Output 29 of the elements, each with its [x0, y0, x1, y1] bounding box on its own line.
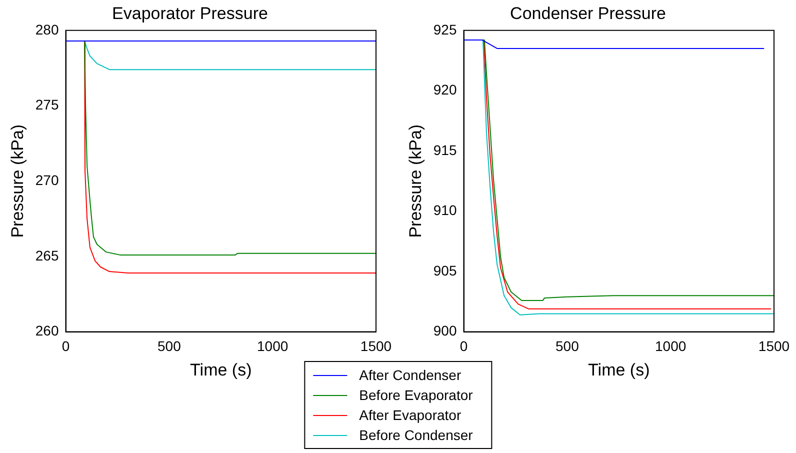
- y-tick-label: 925: [433, 21, 457, 38]
- legend-label: Before Condenser: [359, 426, 473, 445]
- y-tick-label: 260: [35, 322, 59, 339]
- y-tick-label: 270: [35, 172, 59, 188]
- x-tick-label: 1500: [360, 338, 392, 354]
- y-tick-label: 900: [433, 322, 457, 339]
- x-tick-label: 1000: [655, 338, 686, 354]
- x-axis-title: Time (s): [588, 360, 650, 380]
- legend-label: Before Evaporator: [359, 386, 473, 405]
- legend-label: After Condenser: [359, 366, 462, 385]
- x-tick-label: 0: [62, 338, 70, 354]
- y-tick-label: 265: [35, 247, 59, 264]
- y-axis-title: Pressure (kPa): [406, 124, 425, 238]
- x-tick-label: 500: [555, 338, 580, 354]
- legend-label: After Evaporator: [359, 406, 462, 425]
- x-tick-label: 0: [460, 338, 468, 354]
- y-axis-title: Pressure (kPa): [8, 124, 27, 238]
- chart-title: Condenser Pressure: [510, 4, 666, 23]
- y-tick-label: 275: [35, 96, 59, 113]
- x-tick-label: 1000: [257, 338, 288, 354]
- x-axis-title: Time (s): [190, 360, 252, 380]
- y-tick-label: 910: [433, 202, 457, 218]
- y-tick-label: 905: [433, 262, 457, 278]
- y-tick-label: 920: [433, 82, 457, 98]
- y-tick-label: 280: [35, 21, 59, 38]
- chart-title: Evaporator Pressure: [112, 4, 268, 23]
- x-tick-label: 1500: [758, 338, 790, 354]
- y-tick-label: 915: [433, 142, 457, 158]
- x-tick-label: 500: [157, 338, 182, 354]
